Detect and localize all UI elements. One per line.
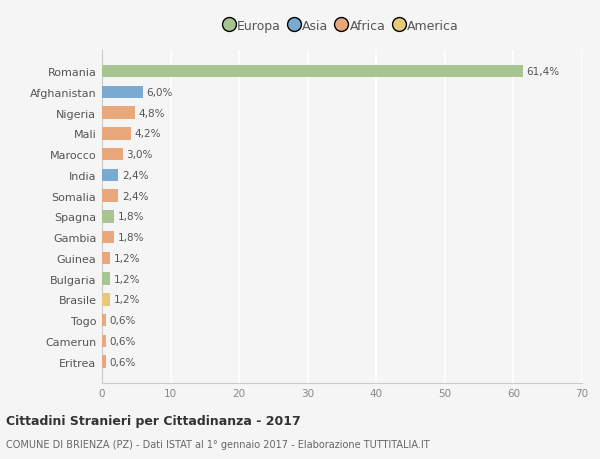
Text: 2,4%: 2,4% — [122, 170, 148, 180]
Text: 2,4%: 2,4% — [122, 191, 148, 201]
Bar — [102, 231, 115, 244]
Bar — [102, 335, 106, 347]
Bar — [102, 252, 110, 264]
Text: 6,0%: 6,0% — [146, 88, 173, 98]
Text: 1,8%: 1,8% — [118, 212, 144, 222]
Bar — [102, 86, 143, 99]
Text: 1,2%: 1,2% — [113, 274, 140, 284]
Text: Cittadini Stranieri per Cittadinanza - 2017: Cittadini Stranieri per Cittadinanza - 2… — [6, 414, 301, 428]
Text: 0,6%: 0,6% — [110, 357, 136, 367]
Bar — [102, 128, 131, 140]
Text: 0,6%: 0,6% — [110, 336, 136, 346]
Legend: Europa, Asia, Africa, America: Europa, Asia, Africa, America — [226, 20, 458, 33]
Bar — [102, 211, 115, 223]
Text: 0,6%: 0,6% — [110, 315, 136, 325]
Text: 4,8%: 4,8% — [139, 108, 165, 118]
Text: 61,4%: 61,4% — [526, 67, 560, 77]
Bar — [102, 149, 122, 161]
Bar — [102, 190, 118, 202]
Text: COMUNE DI BRIENZA (PZ) - Dati ISTAT al 1° gennaio 2017 - Elaborazione TUTTITALIA: COMUNE DI BRIENZA (PZ) - Dati ISTAT al 1… — [6, 440, 430, 449]
Text: 1,2%: 1,2% — [113, 253, 140, 263]
Bar — [102, 273, 110, 285]
Bar — [102, 314, 106, 327]
Text: 3,0%: 3,0% — [126, 150, 152, 160]
Bar — [102, 294, 110, 306]
Text: 4,2%: 4,2% — [134, 129, 161, 139]
Text: 1,8%: 1,8% — [118, 233, 144, 243]
Bar — [102, 66, 523, 78]
Bar — [102, 169, 118, 182]
Bar — [102, 356, 106, 368]
Bar — [102, 107, 135, 119]
Text: 1,2%: 1,2% — [113, 295, 140, 305]
